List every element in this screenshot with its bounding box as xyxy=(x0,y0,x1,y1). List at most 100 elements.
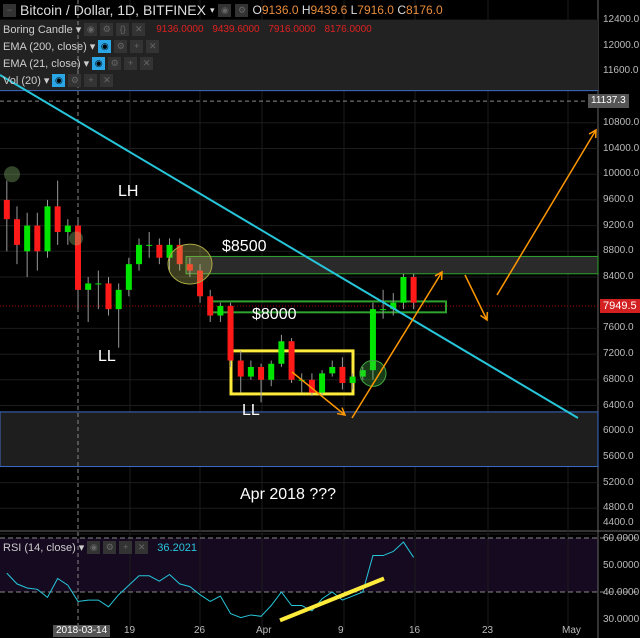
projection-arrow xyxy=(496,129,597,296)
close-icon[interactable]: ✕ xyxy=(100,74,114,87)
legend-rsi[interactable]: RSI (14, close) ▾ ◉ ⚙ + ✕ 36.2021 xyxy=(3,541,198,554)
highlight-circle xyxy=(4,166,20,183)
plus-icon[interactable]: + xyxy=(124,57,138,70)
eye-icon[interactable]: ◉ xyxy=(87,541,101,554)
close-value: 8176.0 xyxy=(406,3,443,17)
candle-body xyxy=(380,309,387,311)
last-price-tag: 7949.5 xyxy=(600,298,640,313)
annotation-apr-2018: Apr 2018 ??? xyxy=(240,486,337,503)
highlight-circle xyxy=(69,231,83,246)
indicator-value: 8176.0000 xyxy=(324,24,372,35)
price-tick: 9200.0 xyxy=(603,219,634,231)
candle-body xyxy=(64,225,71,233)
eye-icon[interactable]: ◉ xyxy=(98,40,112,53)
candle-body xyxy=(136,244,143,265)
indicator-value: 9136.0000 xyxy=(156,24,204,35)
gear-icon[interactable]: ⚙ xyxy=(100,23,114,36)
plus-icon[interactable]: + xyxy=(119,541,133,554)
candle-body xyxy=(390,302,397,310)
indicator-value: 7916.0000 xyxy=(268,24,316,35)
rsi-tick: 30.0000 xyxy=(603,614,640,625)
candle-body xyxy=(278,341,285,364)
price-tick: 6400.0 xyxy=(603,399,634,411)
candle-body xyxy=(125,264,132,290)
candle-body xyxy=(207,296,214,316)
rsi-trendline xyxy=(279,576,385,623)
candle-body xyxy=(369,309,376,371)
candle-body xyxy=(359,370,366,377)
time-tick: 2018-03-14 xyxy=(53,625,111,637)
close-icon[interactable]: ✕ xyxy=(132,23,146,36)
price-tick: 8400.0 xyxy=(603,271,634,282)
gear-icon[interactable]: ⚙ xyxy=(103,541,117,554)
arrow-head-icon xyxy=(588,128,597,139)
highlight-circle xyxy=(359,359,387,387)
candle-body xyxy=(146,244,153,246)
legend-boring-candle[interactable]: Boring Candle ▾ ◉ ⚙{} ✕ 9136.0000 9439.6000 … xyxy=(3,23,372,36)
indicator-name: Vol (20) xyxy=(3,74,41,87)
price-tick: 9600.0 xyxy=(603,193,634,205)
candle-body xyxy=(176,244,183,265)
legend-volume[interactable]: Vol (20) ▾ ◉ ⚙ + ✕ xyxy=(3,74,114,87)
indicator-name: EMA (21, close) xyxy=(3,57,81,70)
candle-body xyxy=(227,305,234,361)
eye-icon[interactable]: ◉ xyxy=(92,57,106,70)
gear-icon[interactable]: ⚙ xyxy=(108,57,122,70)
candle-body xyxy=(400,277,407,303)
time-tick: 23 xyxy=(482,625,494,636)
candle-body xyxy=(329,366,336,374)
projection-arrow xyxy=(291,371,346,416)
candle-body xyxy=(258,366,265,380)
candle-body xyxy=(115,289,122,310)
eye-icon[interactable]: ◉ xyxy=(218,3,232,17)
annotation-ll: LL xyxy=(242,402,260,419)
collapse-icon[interactable]: − xyxy=(3,3,16,17)
braces-icon[interactable]: {} xyxy=(116,23,130,36)
price-tick: 10400.0 xyxy=(603,142,640,154)
candle-body xyxy=(288,341,295,380)
indicator-name: EMA (200, close) xyxy=(3,40,87,53)
zone-top xyxy=(0,20,598,91)
rsi-line xyxy=(6,541,415,619)
annotation-8500: $8500 xyxy=(222,238,267,255)
rsi-tick: 50.0000 xyxy=(603,560,640,571)
close-icon[interactable]: ✕ xyxy=(146,40,160,53)
price-tick: 5200.0 xyxy=(603,476,634,488)
plus-icon[interactable]: + xyxy=(130,40,144,53)
candle-body xyxy=(197,270,204,297)
annotation-ll: LL xyxy=(98,348,116,365)
zone-6000 xyxy=(0,411,599,468)
close-label: C xyxy=(397,3,406,17)
price-tick: 4800.0 xyxy=(603,502,634,514)
close-icon[interactable]: ✕ xyxy=(140,57,154,70)
chevron-down-icon[interactable]: ▾ xyxy=(209,4,215,15)
open-value: 9136.0 xyxy=(261,3,299,17)
low-value: 7916.0 xyxy=(357,3,394,17)
price-tick: 8800.0 xyxy=(603,245,634,257)
gear-icon[interactable]: ⚙ xyxy=(235,3,249,17)
close-icon[interactable]: ✕ xyxy=(135,541,149,554)
legend-ema-200[interactable]: EMA (200, close) ▾ ◉ ⚙ + ✕ xyxy=(3,40,160,53)
price-tick: 10000.0 xyxy=(603,168,640,180)
price-tick: 11600.0 xyxy=(603,65,639,77)
legend-ema-21[interactable]: EMA (21, close) ▾ ◉ ⚙ + ✕ xyxy=(3,57,154,70)
eye-icon[interactable]: ◉ xyxy=(84,23,98,36)
gear-icon[interactable]: ⚙ xyxy=(114,40,128,53)
annotation-8000: $8000 xyxy=(252,306,297,323)
chart-header: − Bitcoin / Dollar, 1D, BITFINEX ▾ ◉ ⚙ O91… xyxy=(3,2,443,18)
candle-body xyxy=(105,283,112,310)
open-label: O xyxy=(252,3,262,17)
highlight-circle xyxy=(167,243,213,285)
symbol-title[interactable]: Bitcoin / Dollar, 1D, BITFINEX xyxy=(20,2,206,18)
candle-body xyxy=(308,379,315,393)
time-tick: May xyxy=(562,625,581,636)
eye-icon[interactable]: ◉ xyxy=(52,74,66,87)
arrow-head-icon xyxy=(336,407,347,416)
candle-body xyxy=(166,244,173,258)
time-tick: 26 xyxy=(194,625,206,636)
gear-icon[interactable]: ⚙ xyxy=(68,74,82,87)
plus-icon[interactable]: + xyxy=(84,74,98,87)
candle-body xyxy=(319,373,326,393)
